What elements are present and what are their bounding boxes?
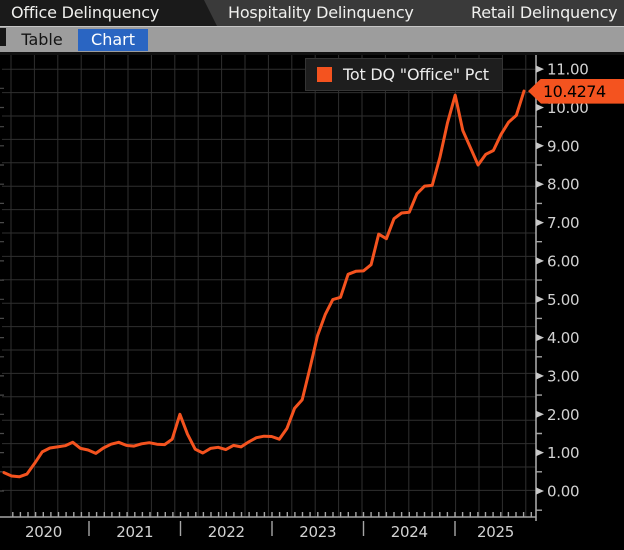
legend-swatch-icon — [317, 67, 332, 82]
y-axis-tick-arrow-icon — [536, 142, 544, 150]
y-axis-label: 1.00 — [547, 444, 579, 462]
tab-hospitality-delinquency[interactable]: Hospitality Delinquency — [204, 0, 484, 26]
x-axis-ticks — [12, 512, 532, 536]
tab-retail-delinquency[interactable]: Retail Delinquency — [454, 0, 624, 26]
y-axis-label: 0.00 — [547, 483, 579, 501]
y-axis-minor-ticks — [536, 87, 542, 511]
y-axis-tick-arrow-icon — [536, 410, 544, 418]
y-axis-tick-arrow-icon — [536, 219, 544, 227]
y-axis-tick-arrow-icon — [536, 180, 544, 188]
y-axis-label: 11.00 — [547, 61, 588, 79]
y-axis-tick-arrow-icon — [536, 295, 544, 303]
tab-retail-label: Retail Delinquency — [471, 3, 618, 22]
left-edge-ticks — [0, 87, 4, 492]
chart-view-button[interactable]: Chart — [78, 28, 148, 51]
y-axis-label: 9.00 — [547, 137, 579, 155]
y-axis-label: 2.00 — [547, 406, 579, 424]
y-axis-tick-arrow-icon — [536, 487, 544, 495]
delinquency-line — [2, 89, 526, 479]
y-axis-tick-arrow-icon — [536, 449, 544, 457]
y-axis-tick-arrow-icon — [536, 65, 544, 73]
view-switcher-bar: Table Chart — [0, 26, 624, 55]
table-view-button[interactable]: Table — [21, 29, 63, 49]
y-axis-label: 5.00 — [547, 291, 579, 309]
y-axis-tick-arrow-icon — [536, 334, 544, 342]
chart-legend[interactable]: Tot DQ "Office" Pct — [305, 58, 503, 91]
y-axis-tick-arrow-icon — [536, 372, 544, 380]
y-axis-label: 4.00 — [547, 329, 579, 347]
y-axis-tick-arrow-icon — [536, 257, 544, 265]
tab-hospitality-label: Hospitality Delinquency — [228, 3, 414, 22]
x-axis-label: 2022 — [208, 523, 245, 541]
tab-office-delinquency[interactable]: Office Delinquency — [0, 0, 223, 26]
x-axis-label: 2024 — [391, 523, 428, 541]
y-axis-label: 3.00 — [547, 367, 579, 385]
x-axis-label: 2021 — [116, 523, 153, 541]
property-tab-bar: Office Delinquency Hospitality Delinquen… — [0, 0, 624, 26]
y-axis-label: 6.00 — [547, 252, 579, 270]
tab-office-label: Office Delinquency — [11, 3, 160, 22]
x-axis-label: 2020 — [25, 523, 62, 541]
left-edge-notch — [0, 28, 6, 46]
x-axis-label: 2025 — [477, 523, 514, 541]
y-axis-label: 7.00 — [547, 214, 579, 232]
legend-series-label: Tot DQ "Office" Pct — [343, 65, 489, 84]
y-axis-label: 8.00 — [547, 176, 579, 194]
last-value-badge: 10.4274 — [528, 78, 624, 104]
x-axis-label: 2023 — [299, 523, 336, 541]
y-axis-tick-arrow-icon — [536, 103, 544, 112]
grid-lines — [2, 55, 536, 517]
